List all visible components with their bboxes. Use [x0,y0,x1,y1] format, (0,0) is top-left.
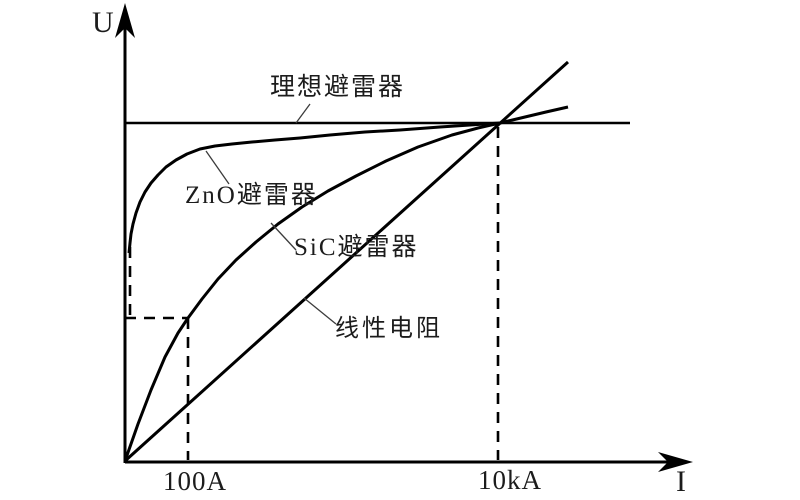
y-axis-arrowhead-icon [115,3,135,38]
curve-label-sic-arrester: SiC避雷器 [294,234,419,261]
series-curve-3 [123,60,570,463]
x-tick-label-10ka: 10kA [478,465,542,495]
x-tick-label-100a: 100A [163,466,227,496]
series-curve-2 [123,105,569,462]
leader-linear-leader [303,297,337,325]
curve-label-linear-resistor: 线性电阻 [335,316,443,342]
leader-ideal-leader [295,103,311,124]
y-axis-label: U [92,6,114,39]
series-curve-1 [127,121,501,254]
curve-label-zno-arrester: ZnO避雷器 [185,182,318,209]
leader-zno-leader [205,150,230,185]
x-axis-arrowhead-icon [658,452,693,472]
leader-sic-leader [270,222,297,251]
x-axis-label: I [676,465,686,498]
curve-label-ideal-arrester: 理想避雷器 [270,74,406,101]
